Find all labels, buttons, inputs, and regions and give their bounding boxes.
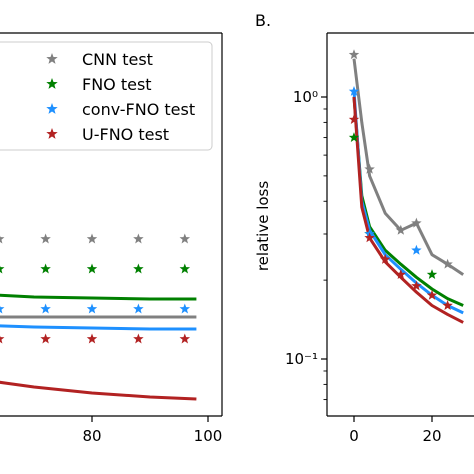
panel-a-x-tick-label: 100: [194, 427, 223, 445]
panel-a-u-fno-test-marker: [179, 333, 191, 344]
panel-b-u-fno-test-marker: [379, 253, 391, 264]
panel-b-x-tick-label: 20: [422, 427, 441, 445]
panel-a-cnn-test-marker: [40, 233, 51, 244]
panel-b-y-tick-label: 10⁻¹: [285, 350, 318, 368]
panel-b-u-fno-test-marker: [442, 300, 453, 310]
panel-a-u-fno-test-marker: [40, 333, 51, 344]
legend-marker-conv-fno-test: [46, 103, 58, 114]
panel-a-conv-fno-test-marker: [179, 303, 191, 314]
legend-entries: CNN test FNO test conv-FNO test U-FNO test: [46, 50, 195, 144]
panel-a-plot-area: [0, 233, 197, 401]
panel-a-fno-test-marker: [179, 263, 191, 274]
panel-b-y-axis-label: relative loss: [254, 181, 272, 272]
legend-marker-fno-test: [46, 78, 58, 89]
panel-b-fno-test-marker: [348, 132, 360, 143]
panel-b-conv-fno-test-marker: [411, 244, 422, 255]
panel-b-fno-test-marker: [426, 269, 438, 280]
panel-a-series-line-5: [0, 315, 197, 319]
panel-a-fno-test-marker: [133, 263, 144, 274]
panel-b-x-tick-label: 0: [349, 427, 359, 445]
panel-b-u-fno-test-marker: [411, 280, 422, 291]
panel-b-u-fno-test-marker: [364, 232, 375, 243]
panel-a-conv-fno-test-marker: [40, 303, 51, 314]
panel-b-plot-area: [348, 49, 465, 324]
panel-a-conv-fno-test-marker: [133, 303, 144, 314]
panel-b-cnn-test-marker: [395, 224, 407, 235]
panel-a-cnn-test-marker: [179, 233, 191, 244]
panel-b-cnn-test-marker: [348, 49, 360, 60]
panel-a-x-ticks: 80 100: [82, 416, 222, 445]
panel-b-series-line-7: [352, 96, 464, 324]
panel-a-series-line-7: [0, 380, 197, 401]
panel-a-x-tick-label: 80: [82, 427, 101, 445]
legend-label-u-fno-test: U-FNO test: [82, 125, 169, 144]
panel-b-series-line-6: [352, 91, 464, 315]
panel-a-series-line-6: [0, 324, 197, 331]
legend-label-fno-test: FNO test: [82, 75, 152, 94]
panel-a-fno-test-marker: [0, 265, 5, 274]
chart-panel-a: 80 100 CNN test FNO test conv-FNO test U-FNO…: [0, 32, 223, 445]
legend-marker-cnn-test: [46, 53, 58, 64]
panel-b-u-fno-test-marker: [395, 269, 407, 280]
legend-frame: [0, 41, 213, 151]
panel-b-cnn-test-marker: [364, 163, 375, 174]
panel-b-x-ticks: 0 20: [349, 416, 442, 445]
legend-label-cnn-test: CNN test: [82, 50, 153, 69]
panel-a-fno-test-marker: [40, 263, 51, 274]
panel-b-y-tick-label: 10⁰: [293, 88, 318, 106]
legend-label-conv-fno-test: conv-FNO test: [82, 100, 195, 119]
panel-b-cnn-test-marker: [411, 217, 422, 228]
legend-marker-u-fno-test: [46, 128, 58, 139]
panel-a-u-fno-test-marker: [133, 333, 144, 344]
panel-a-conv-fno-test-marker: [86, 303, 98, 314]
chart-panel-b: B. relative loss 0 20 10⁻¹ 10⁰: [254, 11, 474, 445]
panel-a-cnn-test-marker: [0, 235, 5, 244]
panel-a-fno-test-marker: [86, 263, 98, 274]
panel-b-u-fno-test-marker: [348, 114, 360, 125]
panel-b-cnn-test-marker: [442, 258, 453, 269]
panel-a-series-line-4: [0, 293, 197, 301]
panel-a-conv-fno-test-marker: [0, 305, 5, 314]
panel-a-u-fno-test-marker: [0, 335, 5, 344]
legend: CNN test FNO test conv-FNO test U-FNO test: [0, 41, 213, 151]
panel-a-cnn-test-marker: [133, 233, 144, 244]
panel-b-conv-fno-test-marker: [348, 85, 360, 96]
panel-b-letter: B.: [255, 11, 271, 30]
panel-a-cnn-test-marker: [86, 233, 98, 244]
panel-b-u-fno-test-marker: [426, 289, 438, 300]
panel-b-y-ticks: 10⁻¹ 10⁰: [285, 88, 327, 401]
panel-a-u-fno-test-marker: [86, 333, 98, 344]
